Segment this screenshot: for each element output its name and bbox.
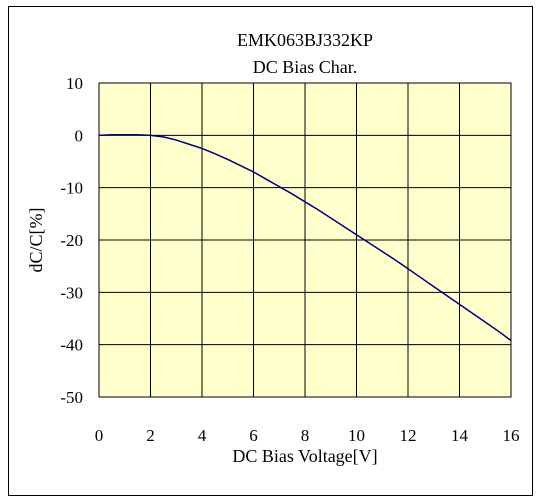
y-tick-label: -10 [60,179,83,198]
y-tick-label: 10 [66,74,83,93]
dc-bias-chart: EMK063BJ332KP DC Bias Char. 0 2 4 6 8 10 12 14 1… [26,30,520,466]
x-tick-label: 10 [348,426,365,445]
y-tick-label: -30 [60,283,83,302]
y-tick-label: -40 [60,336,83,355]
plot-border [98,82,512,398]
x-axis-title: DC Bias Voltage[V] [232,446,377,466]
series-line-0 [98,134,512,342]
y-axis-title: dC/C[%] [26,208,46,273]
x-tick-label: 12 [400,426,417,445]
y-tick-label: -20 [60,231,83,250]
x-tick-label: 0 [95,426,104,445]
y-tick-labels: 10 0 -10 -20 -30 -40 -50 [60,74,83,407]
chart-title: EMK063BJ332KP [237,30,373,50]
y-tick-label: -50 [60,388,83,407]
x-tick-label: 6 [249,426,258,445]
x-tick-label: 4 [198,426,207,445]
x-tick-label: 14 [451,426,469,445]
chart-subtitle: DC Bias Char. [253,57,358,77]
y-tick-label: 0 [75,126,84,145]
x-tick-label: 2 [146,426,155,445]
x-tick-label: 16 [503,426,520,445]
x-tick-label: 8 [301,426,310,445]
series-layer [98,134,512,342]
x-tick-labels: 0 2 4 6 8 10 12 14 16 [95,426,520,445]
